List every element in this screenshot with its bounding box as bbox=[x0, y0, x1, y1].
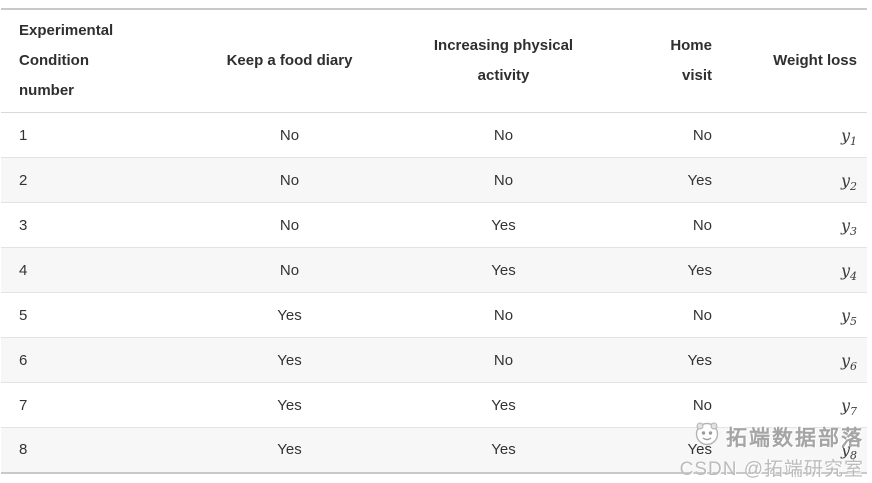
cell-condition-number: 5 bbox=[1, 292, 166, 338]
cell-food-diary: No bbox=[166, 202, 413, 248]
cell-physical-activity: Yes bbox=[413, 247, 594, 293]
cell-home-visit: Yes bbox=[594, 157, 722, 203]
table-row: 6 Yes No Yes y6 bbox=[1, 337, 867, 383]
cell-food-diary: Yes bbox=[166, 382, 413, 428]
cell-weight-loss: y3 bbox=[722, 202, 867, 248]
cell-home-visit: Yes bbox=[594, 247, 722, 293]
table-row: 2 No No Yes y2 bbox=[1, 157, 867, 203]
cell-home-visit: Yes bbox=[594, 337, 722, 383]
weight-loss-math: y3 bbox=[840, 215, 857, 238]
weight-loss-math: y2 bbox=[840, 170, 857, 193]
cell-condition-number: 7 bbox=[1, 382, 166, 428]
header-row: Experimental Condition number Keep a foo… bbox=[1, 9, 867, 113]
column-header-weight-loss: Weight loss bbox=[722, 9, 867, 113]
table-body: 1 No No No y1 2 No No Yes y2 3 No Yes bbox=[1, 112, 867, 473]
cell-home-visit: Yes bbox=[594, 427, 722, 473]
cell-weight-loss: y1 bbox=[722, 112, 867, 158]
column-header-home-visit: Home visit bbox=[594, 9, 722, 113]
cell-food-diary: No bbox=[166, 247, 413, 293]
column-header-condition-number: Experimental Condition number bbox=[1, 9, 166, 113]
cell-weight-loss: y8 bbox=[722, 427, 867, 473]
table-row: 8 Yes Yes Yes y8 bbox=[1, 427, 867, 473]
weight-loss-math: y1 bbox=[840, 125, 857, 148]
weight-loss-math: y4 bbox=[840, 260, 857, 283]
cell-condition-number: 4 bbox=[1, 247, 166, 293]
cell-condition-number: 3 bbox=[1, 202, 166, 248]
cell-condition-number: 1 bbox=[1, 112, 166, 158]
cell-physical-activity: No bbox=[413, 157, 594, 203]
cell-food-diary: No bbox=[166, 112, 413, 158]
cell-food-diary: No bbox=[166, 157, 413, 203]
weight-loss-math: y8 bbox=[840, 440, 857, 463]
table-row: 4 No Yes Yes y4 bbox=[1, 247, 867, 293]
cell-weight-loss: y7 bbox=[722, 382, 867, 428]
cell-physical-activity: No bbox=[413, 337, 594, 383]
cell-home-visit: No bbox=[594, 112, 722, 158]
cell-condition-number: 8 bbox=[1, 427, 166, 473]
cell-home-visit: No bbox=[594, 202, 722, 248]
cell-home-visit: No bbox=[594, 382, 722, 428]
cell-food-diary: Yes bbox=[166, 292, 413, 338]
table-row: 1 No No No y1 bbox=[1, 112, 867, 158]
table-header: Experimental Condition number Keep a foo… bbox=[1, 9, 867, 113]
weight-loss-math: y6 bbox=[840, 350, 857, 373]
cell-physical-activity: No bbox=[413, 112, 594, 158]
weight-loss-math: y5 bbox=[840, 305, 857, 328]
cell-weight-loss: y4 bbox=[722, 247, 867, 293]
column-header-physical-activity: Increasing physical activity bbox=[413, 9, 594, 113]
cell-physical-activity: No bbox=[413, 292, 594, 338]
cell-home-visit: No bbox=[594, 292, 722, 338]
table-row: 5 Yes No No y5 bbox=[1, 292, 867, 338]
experimental-design-table: Experimental Condition number Keep a foo… bbox=[1, 8, 867, 474]
cell-physical-activity: Yes bbox=[413, 427, 594, 473]
cell-food-diary: Yes bbox=[166, 337, 413, 383]
cell-physical-activity: Yes bbox=[413, 202, 594, 248]
column-header-food-diary: Keep a food diary bbox=[166, 9, 413, 113]
cell-weight-loss: y2 bbox=[722, 157, 867, 203]
table-row: 7 Yes Yes No y7 bbox=[1, 382, 867, 428]
cell-weight-loss: y6 bbox=[722, 337, 867, 383]
cell-physical-activity: Yes bbox=[413, 382, 594, 428]
cell-condition-number: 2 bbox=[1, 157, 166, 203]
cell-weight-loss: y5 bbox=[722, 292, 867, 338]
cell-food-diary: Yes bbox=[166, 427, 413, 473]
table-row: 3 No Yes No y3 bbox=[1, 202, 867, 248]
weight-loss-math: y7 bbox=[840, 395, 857, 418]
experimental-design-table-container: Experimental Condition number Keep a foo… bbox=[1, 8, 867, 474]
cell-condition-number: 6 bbox=[1, 337, 166, 383]
